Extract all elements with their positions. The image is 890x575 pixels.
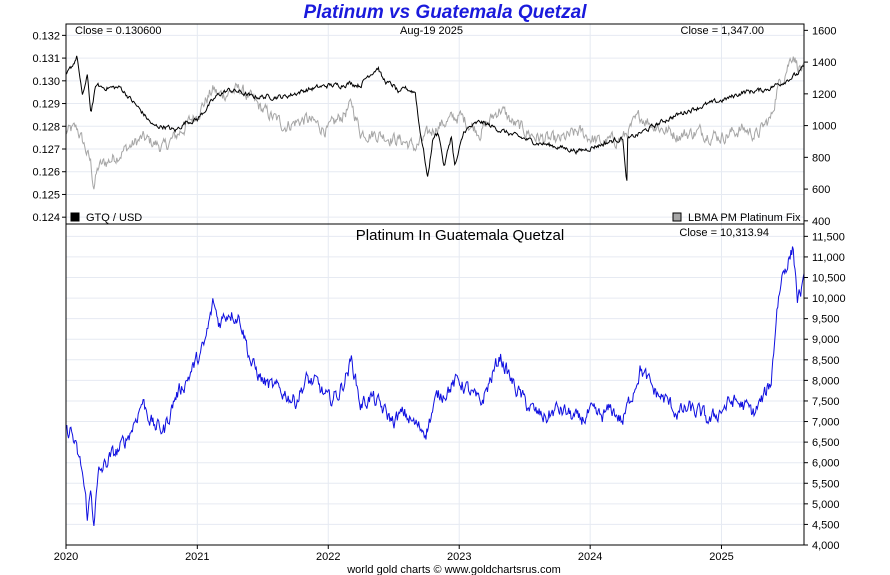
- top-right-tick-label: 400: [812, 216, 830, 228]
- x-tick-label: 2023: [447, 551, 471, 563]
- chart-title: Platinum vs Guatemala Quetzal: [303, 2, 587, 23]
- bottom-right-tick-label: 7,500: [812, 396, 840, 408]
- top-left-tick-label: 0.130: [32, 76, 60, 88]
- bottom-close-right: Close = 10,313.94: [679, 227, 769, 239]
- top-left-tick-label: 0.131: [32, 53, 60, 65]
- bottom-right-tick-label: 9,500: [812, 314, 840, 326]
- top-left-tick-label: 0.127: [32, 144, 60, 156]
- legend-label-platinum: LBMA PM Platinum Fix: [688, 212, 801, 224]
- bottom-right-tick-label: 4,000: [812, 540, 840, 552]
- bottom-right-tick-label: 4,500: [812, 519, 840, 531]
- top-date: Aug-19 2025: [400, 25, 463, 37]
- x-tick-label: 2020: [54, 551, 78, 563]
- x-tick-label: 2024: [578, 551, 602, 563]
- top-right-tick-label: 800: [812, 152, 830, 164]
- top-left-tick-label: 0.124: [32, 212, 60, 224]
- series-line-platinum-in-gtq: [65, 246, 805, 526]
- x-tick-label: 2025: [709, 551, 733, 563]
- top-left-tick-label: 0.128: [32, 121, 60, 133]
- top-left-tick-label: 0.129: [32, 99, 60, 111]
- bottom-right-tick-label: 10,500: [812, 273, 846, 285]
- bottom-panel-title: Platinum In Guatemala Quetzal: [356, 227, 564, 244]
- series-line-gtq-usd: [65, 55, 805, 181]
- bottom-right-tick-label: 11,500: [812, 231, 845, 243]
- x-tick-label: 2022: [316, 551, 340, 563]
- top-right-tick-label: 1200: [812, 89, 836, 101]
- bottom-right-tick-label: 10,000: [812, 293, 846, 305]
- bottom-right-tick-label: 11,000: [812, 252, 845, 264]
- bottom-right-tick-label: 6,500: [812, 437, 840, 449]
- bottom-right-tick-label: 6,000: [812, 458, 840, 470]
- legend-label-gtq: GTQ / USD: [86, 212, 142, 224]
- top-right-tick-label: 600: [812, 184, 830, 196]
- top-close-right: Close = 1,347.00: [681, 25, 764, 37]
- bottom-right-tick-label: 5,000: [812, 499, 840, 511]
- legend-swatch-platinum: [672, 212, 682, 222]
- top-close-left: Close = 0.130600: [75, 25, 162, 37]
- footer-credit: world gold charts © www.goldchartsrus.co…: [346, 564, 561, 575]
- bottom-right-tick-label: 8,500: [812, 355, 840, 367]
- bottom-right-tick-label: 7,000: [812, 417, 840, 429]
- top-right-tick-label: 1400: [812, 57, 836, 69]
- top-right-tick-label: 1000: [812, 121, 836, 133]
- bottom-right-tick-label: 5,500: [812, 478, 840, 490]
- top-left-tick-label: 0.125: [32, 189, 60, 201]
- x-tick-label: 2021: [185, 551, 209, 563]
- bottom-right-tick-label: 8,000: [812, 375, 840, 387]
- top-left-tick-label: 0.132: [32, 30, 60, 42]
- bottom-right-tick-label: 9,000: [812, 334, 840, 346]
- series-line-platinum-fix: [65, 56, 805, 190]
- top-right-tick-label: 1600: [812, 25, 836, 37]
- legend-swatch-gtq: [70, 212, 80, 222]
- bottom-panel-frame: [65, 223, 805, 546]
- top-left-tick-label: 0.126: [32, 167, 60, 179]
